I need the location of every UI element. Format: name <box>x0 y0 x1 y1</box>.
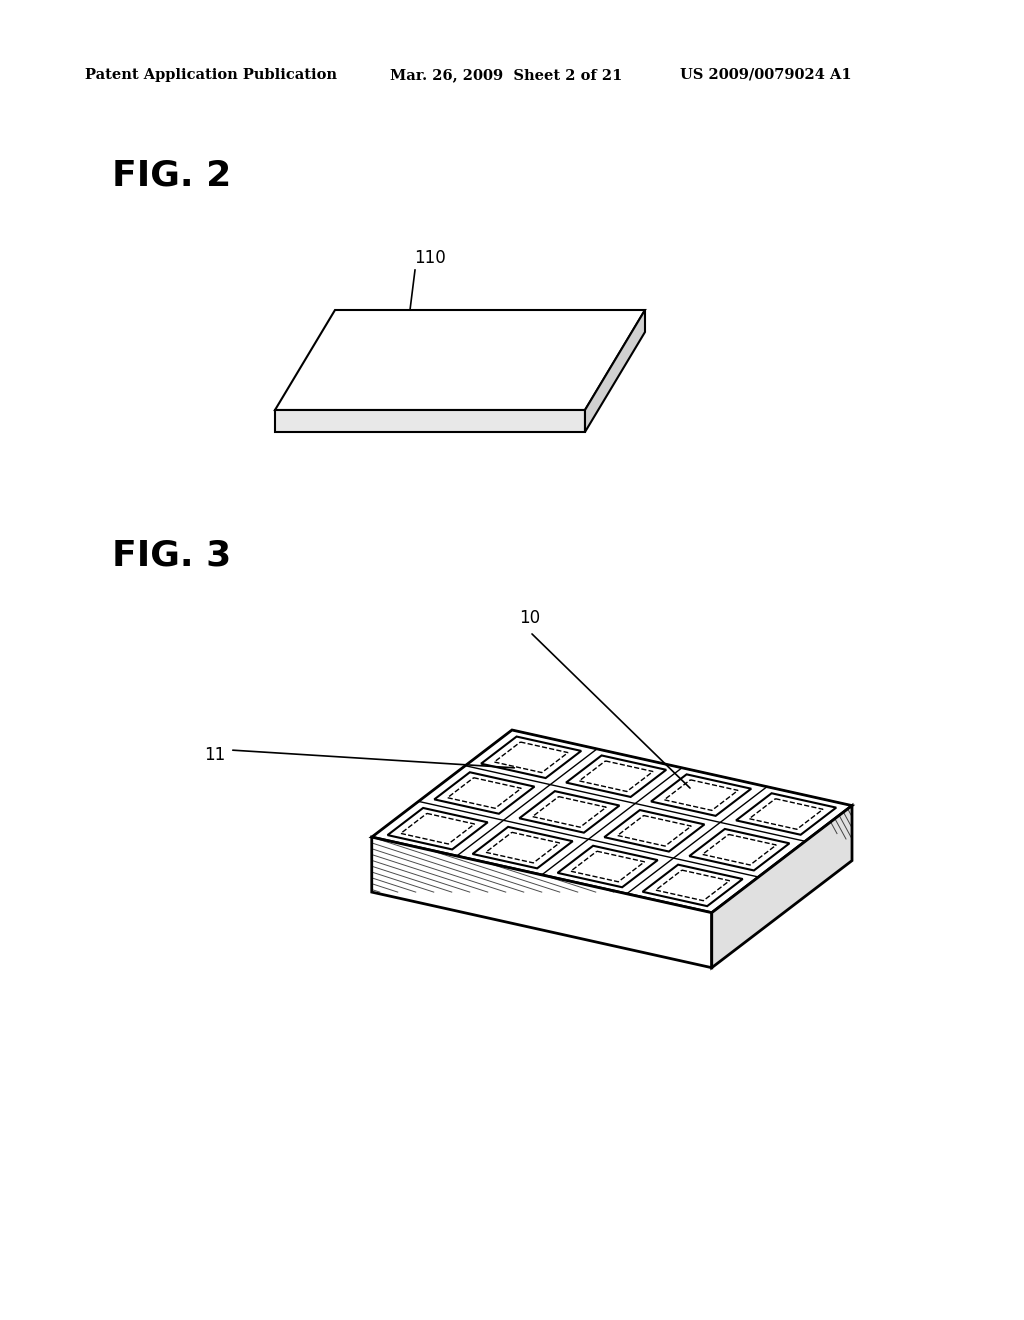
Text: 10: 10 <box>519 609 541 627</box>
Polygon shape <box>275 411 585 432</box>
Polygon shape <box>372 730 852 912</box>
Polygon shape <box>712 805 852 968</box>
Text: Mar. 26, 2009  Sheet 2 of 21: Mar. 26, 2009 Sheet 2 of 21 <box>390 69 623 82</box>
Text: Patent Application Publication: Patent Application Publication <box>85 69 337 82</box>
Text: 110: 110 <box>414 249 445 267</box>
Polygon shape <box>275 310 645 411</box>
Text: 11: 11 <box>205 746 225 764</box>
Polygon shape <box>585 310 645 432</box>
Text: US 2009/0079024 A1: US 2009/0079024 A1 <box>680 69 852 82</box>
Text: FIG. 3: FIG. 3 <box>112 539 231 572</box>
Polygon shape <box>372 837 712 968</box>
Text: FIG. 2: FIG. 2 <box>112 158 231 191</box>
